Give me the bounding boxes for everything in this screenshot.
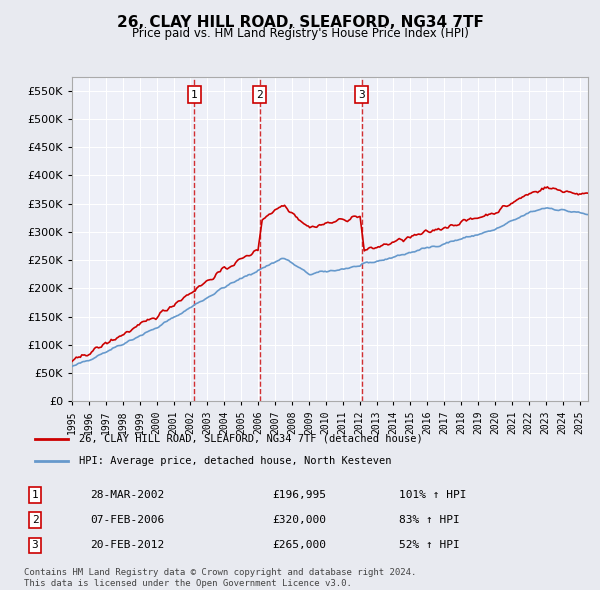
Text: 1: 1 xyxy=(32,490,38,500)
Text: 1: 1 xyxy=(191,90,197,100)
Text: 07-FEB-2006: 07-FEB-2006 xyxy=(90,515,164,525)
Text: 52% ↑ HPI: 52% ↑ HPI xyxy=(400,540,460,550)
Text: 2: 2 xyxy=(32,515,38,525)
Text: 2: 2 xyxy=(256,90,263,100)
Text: 3: 3 xyxy=(32,540,38,550)
Text: HPI: Average price, detached house, North Kesteven: HPI: Average price, detached house, Nort… xyxy=(79,456,392,466)
Text: 3: 3 xyxy=(358,90,365,100)
Text: 26, CLAY HILL ROAD, SLEAFORD, NG34 7TF (detached house): 26, CLAY HILL ROAD, SLEAFORD, NG34 7TF (… xyxy=(79,434,423,444)
Text: 20-FEB-2012: 20-FEB-2012 xyxy=(90,540,164,550)
Text: £265,000: £265,000 xyxy=(272,540,326,550)
Text: £320,000: £320,000 xyxy=(272,515,326,525)
Text: Contains HM Land Registry data © Crown copyright and database right 2024.: Contains HM Land Registry data © Crown c… xyxy=(24,568,416,576)
Text: 101% ↑ HPI: 101% ↑ HPI xyxy=(400,490,467,500)
Text: £196,995: £196,995 xyxy=(272,490,326,500)
Text: Price paid vs. HM Land Registry's House Price Index (HPI): Price paid vs. HM Land Registry's House … xyxy=(131,27,469,40)
Text: 83% ↑ HPI: 83% ↑ HPI xyxy=(400,515,460,525)
Text: 26, CLAY HILL ROAD, SLEAFORD, NG34 7TF: 26, CLAY HILL ROAD, SLEAFORD, NG34 7TF xyxy=(116,15,484,30)
Text: This data is licensed under the Open Government Licence v3.0.: This data is licensed under the Open Gov… xyxy=(24,579,352,588)
Text: 28-MAR-2002: 28-MAR-2002 xyxy=(90,490,164,500)
